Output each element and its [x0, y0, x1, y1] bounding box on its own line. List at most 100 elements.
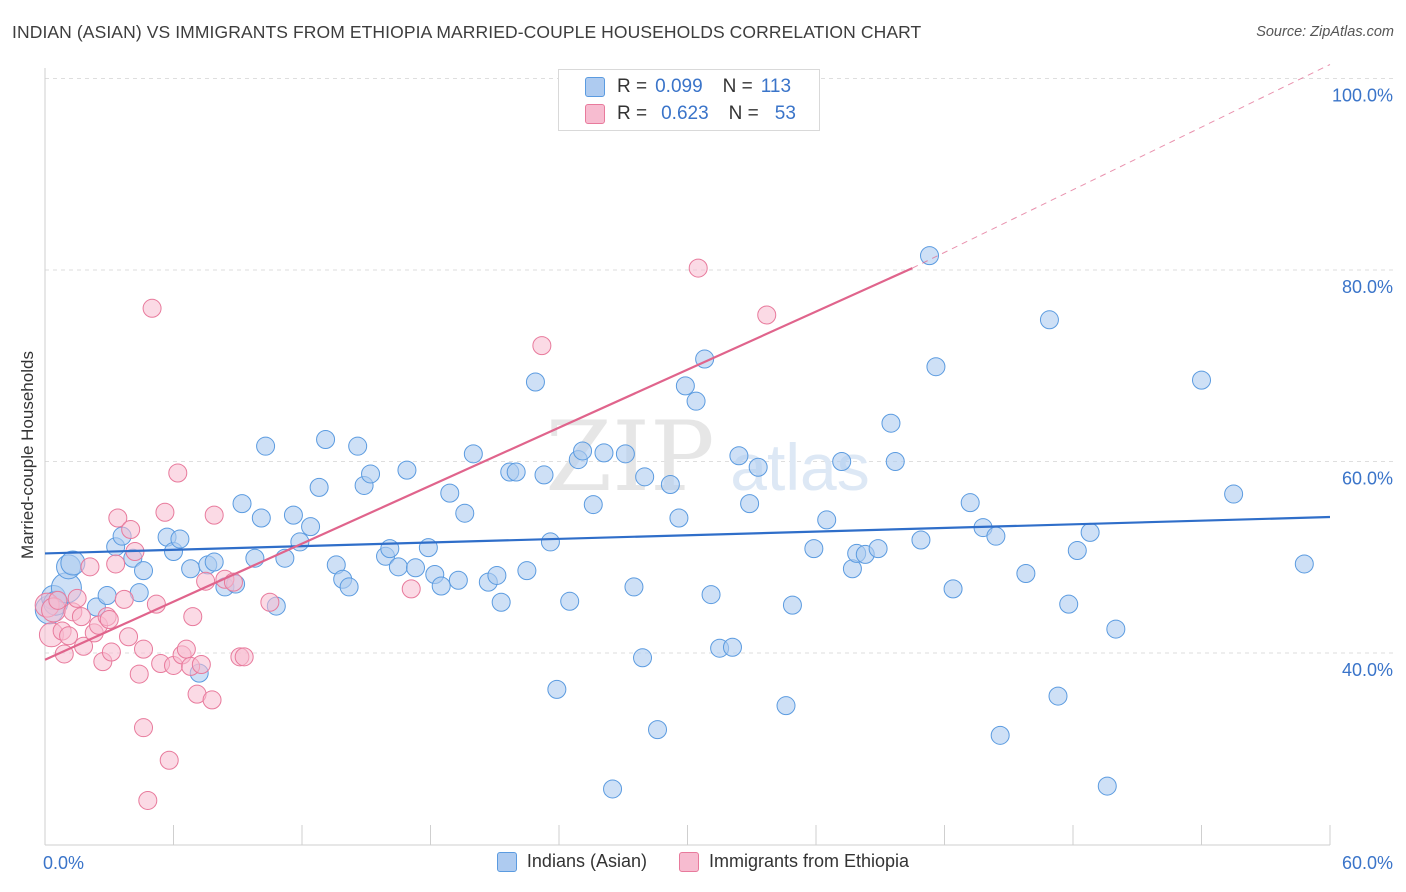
point-indians [701, 585, 721, 605]
trend-line-indians [44, 515, 1331, 555]
legend-r-value: 0.623 [661, 103, 709, 124]
point-indians [431, 576, 451, 596]
legend-swatch-blue [496, 851, 517, 872]
point-indians [635, 467, 655, 487]
point-indians [1039, 310, 1059, 330]
point-ethiopia [142, 298, 162, 318]
point-ethiopia [223, 572, 243, 592]
point-ethiopia [108, 508, 128, 528]
point-indians [506, 462, 526, 482]
point-indians [926, 357, 946, 377]
point-indians [316, 429, 336, 449]
point-indians [463, 444, 483, 464]
point-indians [204, 552, 224, 572]
point-indians [491, 592, 511, 612]
legend-item-ethiopia[interactable]: Immigrants from Ethiopia [678, 851, 910, 872]
point-indians [525, 372, 545, 392]
point-ethiopia [176, 639, 196, 659]
point-indians [986, 526, 1006, 546]
point-indians [776, 696, 796, 716]
point-indians [181, 559, 201, 579]
point-indians [232, 494, 252, 514]
point-ethiopia [688, 258, 708, 278]
axes [44, 68, 1331, 846]
point-indians [388, 557, 408, 577]
trend-line-ethiopia [44, 267, 913, 661]
point-ethiopia [234, 647, 254, 667]
legend-label-indians: Indians (Asian) [526, 851, 647, 871]
point-ethiopia [168, 463, 188, 483]
point-ethiopia [67, 588, 87, 608]
point-indians [517, 561, 537, 581]
point-ethiopia [99, 609, 119, 629]
point-indians [1059, 594, 1079, 614]
point-indians [624, 577, 644, 597]
point-indians [1097, 776, 1117, 796]
point-ethiopia [59, 626, 79, 646]
point-indians [911, 530, 931, 550]
point-indians [990, 725, 1010, 745]
point-indians [832, 452, 852, 471]
point-indians [348, 436, 368, 456]
point-indians [660, 474, 680, 494]
point-ethiopia [757, 305, 777, 325]
point-indians [283, 505, 303, 525]
point-indians [487, 565, 507, 585]
legend-n-label: N = [728, 103, 759, 124]
point-indians [881, 413, 901, 433]
point-indians [540, 532, 560, 552]
point-indians [594, 443, 614, 463]
point-indians [648, 720, 668, 740]
point-ethiopia [80, 557, 100, 577]
point-indians [960, 493, 980, 513]
point-ethiopia [106, 554, 126, 574]
point-indians [97, 586, 117, 606]
point-indians [440, 483, 460, 503]
point-indians [1067, 541, 1087, 561]
point-ethiopia [134, 718, 154, 738]
point-indians [1224, 484, 1244, 504]
legend-n-value: 113 [760, 76, 792, 97]
point-indians [748, 457, 768, 477]
legend-row-pink: R = 0.623 N = 53 [585, 101, 796, 127]
point-indians [1016, 564, 1036, 584]
point-indians [339, 577, 359, 597]
legend-label-ethiopia: Immigrants from Ethiopia [708, 851, 910, 871]
point-ethiopia [260, 592, 280, 612]
point-ethiopia [159, 750, 179, 770]
point-ethiopia [532, 336, 552, 356]
point-indians [560, 591, 580, 611]
point-ethiopia [114, 589, 134, 609]
point-ethiopia [138, 790, 158, 810]
legend-item-indians[interactable]: Indians (Asian) [496, 851, 647, 872]
point-indians [740, 494, 760, 514]
point-indians [804, 539, 824, 559]
legend-swatch-pink [678, 851, 699, 872]
trend-lines [44, 64, 1331, 661]
point-indians [251, 508, 271, 528]
legend-swatch-blue [585, 77, 605, 97]
point-ethiopia [191, 654, 211, 674]
point-indians [134, 561, 154, 581]
point-indians [669, 508, 689, 528]
point-indians [1192, 370, 1211, 390]
series-indians-asian [34, 246, 1314, 799]
point-indians [1048, 686, 1068, 706]
point-ethiopia [134, 639, 154, 659]
point-indians [448, 570, 468, 590]
point-indians [943, 579, 963, 599]
point-ethiopia [202, 690, 222, 710]
point-indians [1294, 554, 1314, 574]
legend-row-blue: R = 0.099 N = 113 [585, 74, 791, 100]
point-indians [397, 460, 417, 480]
point-indians [675, 376, 695, 396]
y-tick-label: 100.0% [1332, 86, 1393, 106]
point-indians [817, 510, 837, 530]
point-indians [583, 495, 603, 515]
point-indians [361, 464, 381, 484]
point-ethiopia [183, 607, 203, 627]
point-indians [534, 465, 554, 485]
x-tick-label-min: 0.0% [43, 853, 84, 873]
point-indians [722, 637, 742, 657]
